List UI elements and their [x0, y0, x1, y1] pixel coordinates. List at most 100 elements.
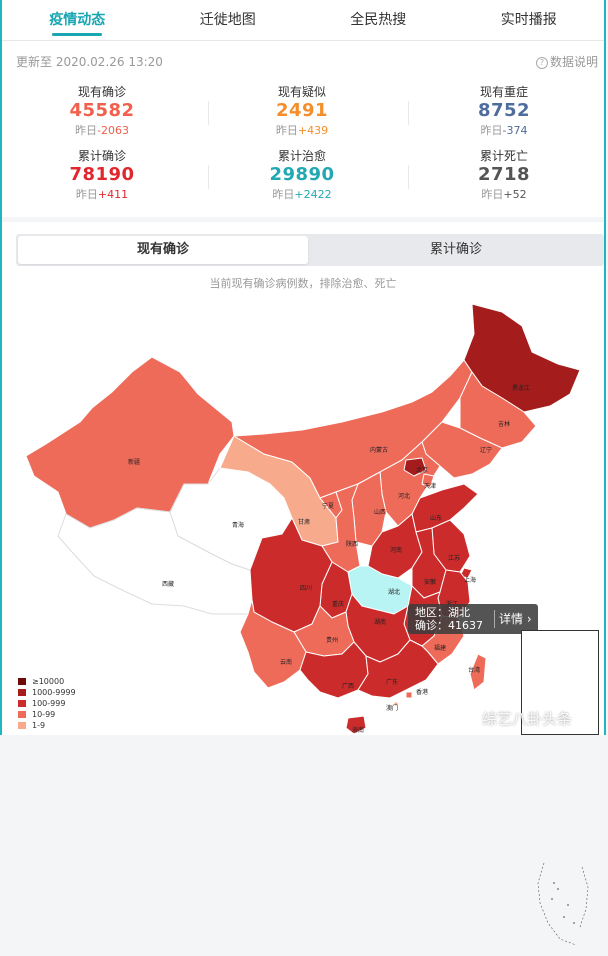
label-fujian: 福建	[434, 644, 446, 652]
province-beijing[interactable]	[403, 457, 427, 477]
legend-swatch	[18, 678, 26, 685]
label-taiwan: 台湾	[468, 666, 480, 674]
stat-label: 现有疑似	[277, 85, 326, 99]
map-mode-toggle: 现有确诊 累计确诊	[16, 234, 604, 266]
label-hebei: 河北	[398, 492, 410, 500]
stat-label: 累计死亡	[479, 149, 528, 163]
province-hainan[interactable]	[345, 715, 367, 735]
label-hongkong: 香港	[416, 688, 428, 696]
label-hainan: 海南	[352, 726, 364, 734]
label-macau: 澳门	[386, 704, 398, 712]
label-shanghai: 上海	[464, 576, 476, 584]
china-map: 新疆 西藏 青海 甘肃 内蒙古 黑龙江 吉林 辽宁 北京 天津 河北 山西 陕西…	[25, 303, 581, 735]
province-heilongjiang[interactable]	[463, 303, 581, 413]
stat-value: 2718	[477, 164, 531, 185]
legend-item[interactable]: ≥10000	[18, 676, 76, 687]
stat-delta: 昨日+439	[275, 124, 329, 137]
legend-swatch	[18, 711, 26, 718]
legend-item[interactable]: 1000-9999	[18, 687, 76, 698]
label-tibet: 西藏	[162, 580, 174, 588]
tooltip-detail-link[interactable]: 详情 ›	[499, 612, 532, 626]
stat-label: 累计治愈	[277, 149, 326, 163]
label-guangxi: 广西	[342, 682, 354, 690]
label-qinghai: 青海	[232, 521, 244, 529]
stats-panel: 更新至 2020.02.26 13:20 ? 数据说明 现有确诊 45582 昨日-2…	[2, 41, 604, 217]
stat-value: 2491	[275, 100, 329, 121]
label-tianjin: 天津	[424, 483, 436, 490]
province-tianjin[interactable]	[421, 473, 435, 489]
stat-1: 现有疑似 2491 昨日+439	[202, 83, 402, 138]
stat-value: 29890	[269, 164, 335, 185]
label-liaoning: 辽宁	[480, 446, 492, 454]
label-guizhou: 贵州	[326, 636, 338, 644]
legend-swatch	[18, 722, 26, 729]
legend-item[interactable]: 100-999	[18, 698, 76, 709]
divider	[208, 165, 209, 189]
label-shanxi: 山西	[374, 508, 386, 516]
tooltip-region: 地区：湖北	[415, 606, 470, 619]
tab-live-report[interactable]: 实时播报	[500, 12, 557, 28]
label-hubei: 湖北	[388, 588, 400, 596]
update-time: 更新至 2020.02.26 13:20	[16, 55, 163, 69]
province-guangdong[interactable]	[357, 639, 439, 699]
watermark: 综艺八卦头条	[482, 710, 573, 728]
label-guangdong: 广东	[386, 678, 398, 686]
legend-label: 100-999	[32, 699, 66, 708]
south-china-sea-inset	[521, 630, 599, 946]
stat-delta: 昨日+52	[481, 188, 527, 201]
region-tooltip: 地区：湖北 确诊：41637 详情 ›	[408, 604, 538, 634]
help-icon: ?	[535, 57, 548, 69]
stat-2: 现有重症 8752 昨日-374	[404, 83, 604, 138]
app-frame	[0, 0, 606, 735]
tab-current-confirmed[interactable]: 现有确诊	[18, 236, 308, 264]
legend-item[interactable]: 10-99	[18, 709, 76, 720]
map-subtitle: 当前现有确诊病例数，排除治愈、死亡	[209, 277, 397, 290]
top-tabs: 疫情动态 迁徙地图 全民热搜 实时播报	[2, 0, 604, 41]
tooltip-count: 确诊：41637	[415, 619, 483, 632]
province-inner-mongolia[interactable]	[233, 359, 473, 499]
data-explain-link[interactable]: ? 数据说明	[535, 53, 598, 70]
legend-label: 1-9	[32, 721, 46, 730]
label-hunan: 湖南	[374, 618, 386, 626]
label-shandong: 山东	[430, 514, 442, 522]
stat-delta: 昨日+411	[75, 188, 129, 201]
label-henan: 河南	[390, 546, 402, 554]
stat-delta: 昨日+2422	[272, 188, 332, 201]
legend-label: 10-99	[32, 710, 56, 719]
stat-0: 现有确诊 45582 昨日-2063	[2, 83, 202, 138]
label-yunnan: 云南	[280, 658, 292, 666]
inset-map	[537, 862, 589, 946]
label-ningxia: 宁夏	[322, 502, 334, 510]
label-xinjiang: 新疆	[128, 458, 140, 466]
stat-value: 78190	[69, 164, 135, 185]
label-beijing: 北京	[416, 466, 428, 474]
label-chongqing: 重庆	[332, 600, 344, 608]
stat-value: 8752	[477, 100, 531, 121]
label-anhui: 安徽	[424, 578, 436, 586]
stat-label: 累计确诊	[77, 149, 126, 163]
label-heilongjiang: 黑龙江	[512, 384, 530, 392]
legend-swatch	[18, 700, 26, 707]
tab-total-confirmed[interactable]: 累计确诊	[429, 242, 482, 257]
stat-value: 45582	[69, 100, 135, 121]
legend-item[interactable]: 1-9	[18, 720, 76, 731]
divider	[408, 101, 409, 125]
province-taiwan[interactable]	[469, 653, 487, 691]
legend-label: ≥10000	[32, 677, 65, 686]
stat-delta: 昨日-374	[480, 124, 528, 137]
divider	[408, 165, 409, 189]
stat-5: 累计死亡 2718 昨日+52	[404, 147, 604, 202]
stat-label: 现有重症	[479, 85, 528, 99]
label-gansu: 甘肃	[298, 518, 310, 526]
label-sichuan: 四川	[300, 585, 312, 592]
label-jilin: 吉林	[498, 420, 510, 428]
tab-hot-search[interactable]: 全民热搜	[350, 12, 407, 28]
label-inner-mongolia: 内蒙古	[370, 446, 388, 454]
label-jiangsu: 江苏	[448, 554, 460, 562]
tab-migration-map[interactable]: 迁徙地图	[199, 12, 256, 28]
province-macau[interactable]	[393, 701, 399, 707]
province-hongkong[interactable]	[405, 691, 413, 699]
tab-epidemic-dynamics[interactable]: 疫情动态	[2, 0, 153, 40]
stat-4: 累计治愈 29890 昨日+2422	[202, 147, 402, 202]
label-shaanxi: 陕西	[346, 540, 358, 548]
